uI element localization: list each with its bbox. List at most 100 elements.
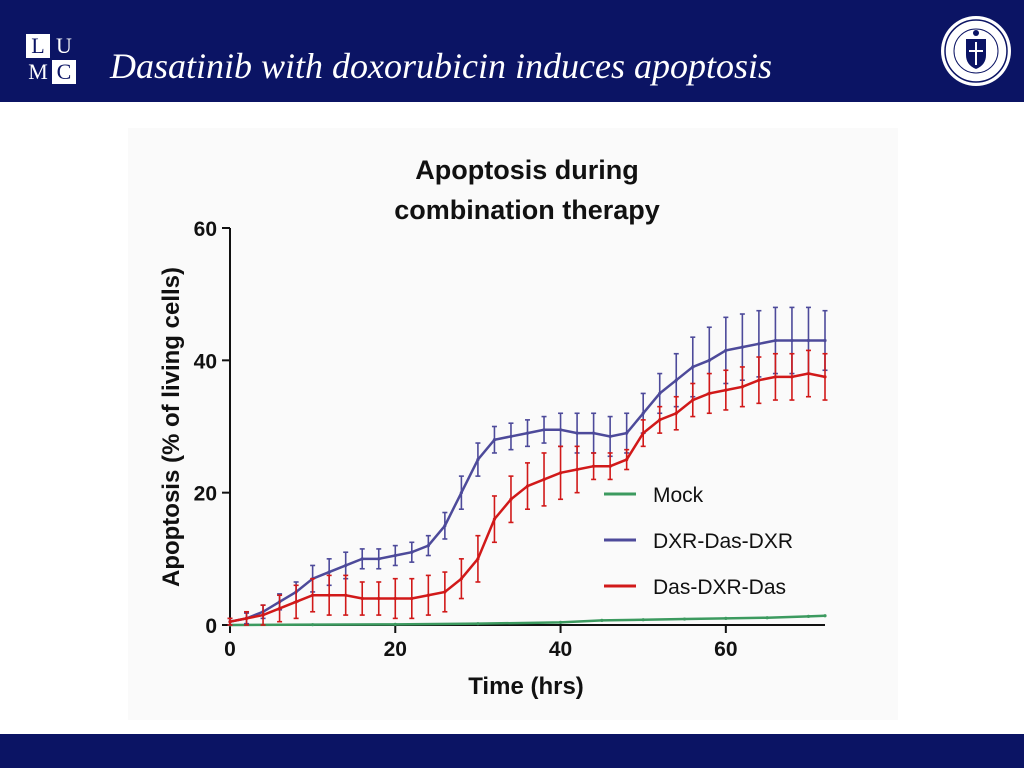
data-point (360, 596, 364, 601)
logo-letter: L (26, 34, 50, 58)
data-point (476, 557, 480, 561)
series-das-dxr-das (227, 349, 828, 626)
chart-legend: Mock DXR-Das-DXR Das-DXR-Das (604, 484, 793, 599)
legend-label: Mock (653, 484, 704, 507)
y-tick-label: 40 (194, 350, 217, 373)
slide-title: Dasatinib with doxorubicin induces apopt… (110, 46, 772, 86)
data-point (525, 431, 530, 435)
data-point (558, 620, 563, 624)
data-point (410, 550, 414, 554)
x-tick-label: 60 (714, 638, 737, 661)
slide-footer (0, 734, 1024, 768)
data-point (765, 616, 769, 620)
data-point (757, 378, 761, 382)
data-point (360, 557, 364, 561)
x-tick-label: 40 (549, 638, 572, 661)
data-point (377, 557, 381, 561)
data-point (724, 388, 728, 392)
data-point (311, 623, 315, 627)
data-point (327, 593, 331, 597)
y-tick-label: 0 (205, 615, 217, 638)
data-point (707, 358, 711, 362)
data-point (443, 590, 447, 594)
data-point (691, 398, 695, 402)
data-point (806, 338, 811, 343)
data-point (294, 600, 298, 604)
chart-title-line-2: combination therapy (394, 195, 660, 225)
data-point (426, 544, 430, 548)
data-point (823, 614, 827, 618)
chart-title-line-1: Apoptosis during (415, 155, 638, 185)
data-point (344, 593, 348, 597)
data-point (608, 434, 612, 439)
data-point (691, 365, 695, 369)
data-point (459, 491, 463, 495)
logo-letter: M (26, 60, 50, 84)
data-point (492, 438, 497, 442)
apoptosis-chart: Apoptosis during combination therapy Apo… (158, 155, 828, 700)
data-point (575, 467, 579, 472)
data-point (410, 596, 414, 601)
data-point (311, 593, 315, 597)
data-point (641, 411, 645, 415)
series-mock (228, 614, 827, 627)
data-point (823, 375, 827, 379)
data-point (509, 434, 513, 439)
x-tick-label: 20 (384, 638, 407, 661)
data-point (525, 484, 530, 488)
data-point (806, 614, 811, 618)
data-point (426, 593, 430, 597)
data-point (773, 375, 778, 379)
data-point (575, 431, 579, 435)
data-point (608, 464, 612, 468)
data-point (244, 616, 249, 620)
data-point (757, 342, 761, 346)
data-point (277, 606, 282, 611)
data-point (592, 464, 596, 468)
x-tick-label: 0 (224, 638, 236, 661)
chart-plot-area (227, 306, 828, 627)
data-point (674, 411, 678, 415)
data-point (682, 617, 687, 621)
data-point (344, 563, 348, 568)
data-point (658, 418, 662, 422)
y-axis-label: Apoptosis (% of living cells) (158, 267, 185, 587)
data-point (542, 477, 546, 482)
data-point (823, 338, 827, 343)
data-point (790, 375, 794, 379)
data-point (740, 385, 744, 389)
data-point (476, 457, 480, 462)
slide-header: L U M C Dasatinib with doxorubicin induc… (0, 0, 1024, 102)
logo-letter: C (52, 60, 76, 84)
data-point (600, 618, 604, 622)
legend-label: Das-DXR-Das (653, 576, 786, 599)
data-point (707, 391, 711, 396)
legend-label: DXR-Das-DXR (653, 530, 793, 553)
y-tick-label: 60 (194, 218, 217, 241)
logo-letter: U (52, 34, 76, 58)
data-point (443, 524, 447, 528)
y-tick-label: 20 (194, 483, 217, 506)
lumc-logo: L U M C (26, 34, 78, 86)
data-point (393, 622, 397, 626)
data-point (724, 348, 728, 353)
data-point (542, 428, 546, 432)
data-point (773, 338, 778, 343)
data-point (724, 616, 728, 620)
data-point (393, 553, 397, 558)
data-point (509, 497, 513, 501)
data-point (558, 471, 563, 475)
data-point (625, 431, 629, 435)
data-point (558, 428, 563, 432)
data-point (658, 391, 662, 396)
data-point (476, 622, 480, 626)
data-point (459, 577, 463, 581)
data-point (228, 620, 232, 624)
data-point (641, 618, 645, 622)
data-point (261, 613, 265, 617)
data-point (393, 596, 397, 601)
university-seal-icon (941, 16, 1011, 86)
data-point (740, 345, 744, 349)
data-point (592, 431, 596, 435)
data-point (327, 570, 331, 574)
